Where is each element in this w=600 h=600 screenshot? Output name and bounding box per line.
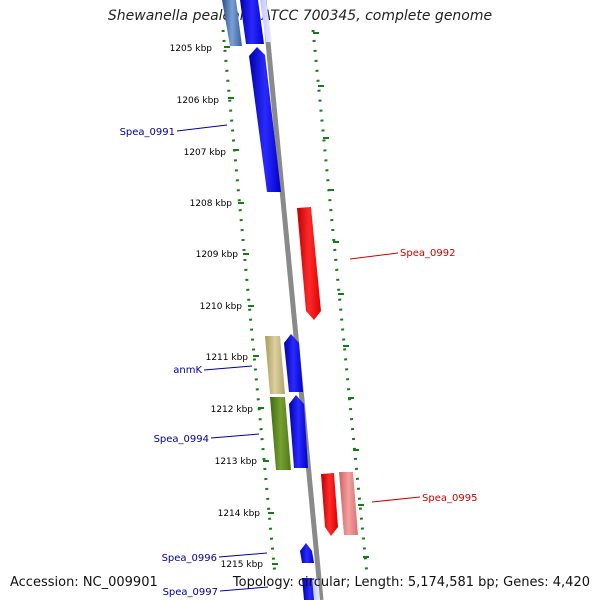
gene-spea-0994[interactable] xyxy=(270,397,291,470)
gene-spea-0991[interactable] xyxy=(249,47,281,192)
scale-line-left xyxy=(221,29,277,576)
leader-anmk xyxy=(203,365,253,371)
tick-label: 1213 kbp xyxy=(215,457,258,467)
tick-label: 1214 kbp xyxy=(218,509,261,519)
gene-top-steel[interactable] xyxy=(222,0,242,46)
tick-label: 1208 kbp xyxy=(190,199,233,209)
gene-spea-0995-pink[interactable] xyxy=(339,472,358,535)
tick-label: 1207 kbp xyxy=(184,148,227,158)
leader-spea-0995 xyxy=(371,496,421,503)
gene-label-spea-0995[interactable]: Spea_0995 xyxy=(422,493,477,504)
leader-spea-0996 xyxy=(218,552,268,558)
scale-line-right xyxy=(311,29,369,576)
gene-top-light[interactable] xyxy=(260,0,272,42)
tick-label: 1215 kbp xyxy=(221,560,264,570)
gene-label-spea-0992[interactable]: Spea_0992 xyxy=(400,248,455,259)
gene-label-anmk[interactable]: anmK xyxy=(173,365,202,376)
gene-spea-0996[interactable] xyxy=(300,543,314,563)
map-title: Shewanella pealeana ATCC 700345, complet… xyxy=(107,8,493,24)
label-leaders xyxy=(176,124,421,592)
tick-label: 1209 kbp xyxy=(196,250,239,260)
leader-spea-0991 xyxy=(176,124,228,132)
tick-label: 1210 kbp xyxy=(200,302,243,312)
gene-anmk[interactable] xyxy=(265,336,285,394)
major-ticks-left xyxy=(224,46,278,565)
tick-label: 1205 kbp xyxy=(170,44,213,54)
backbone-line xyxy=(261,0,324,600)
gene-labels: Spea_0991 Spea_0992 anmK Spea_0994 Spea_… xyxy=(120,127,478,598)
accession-text: Accession: NC_009901 xyxy=(10,575,158,590)
gene-spea-0997-light[interactable] xyxy=(312,578,320,600)
tick-label: 1206 kbp xyxy=(177,96,220,106)
leader-spea-0992 xyxy=(349,252,399,260)
genes xyxy=(222,0,358,600)
major-ticks-right xyxy=(313,32,369,558)
gene-label-spea-0991[interactable]: Spea_0991 xyxy=(120,127,175,138)
topology-text: Topology: circular; Length: 5,174,581 bp… xyxy=(232,575,590,590)
gene-spea-0995[interactable] xyxy=(321,473,338,536)
gene-top-blue[interactable] xyxy=(240,0,264,44)
gene-spea-0992[interactable] xyxy=(297,207,321,320)
tick-labels: 1205 kbp 1206 kbp 1207 kbp 1208 kbp 1209… xyxy=(170,44,264,570)
gene-label-spea-0996[interactable]: Spea_0996 xyxy=(162,553,217,564)
leader-spea-0997 xyxy=(219,586,269,592)
gene-forward-1212[interactable] xyxy=(289,395,308,468)
tick-label: 1211 kbp xyxy=(206,353,249,363)
gene-forward-1211[interactable] xyxy=(284,334,303,392)
gene-label-spea-0997[interactable]: Spea_0997 xyxy=(163,587,218,598)
leader-spea-0994 xyxy=(210,433,260,439)
gene-label-spea-0994[interactable]: Spea_0994 xyxy=(154,434,209,445)
tick-label: 1212 kbp xyxy=(211,405,254,415)
